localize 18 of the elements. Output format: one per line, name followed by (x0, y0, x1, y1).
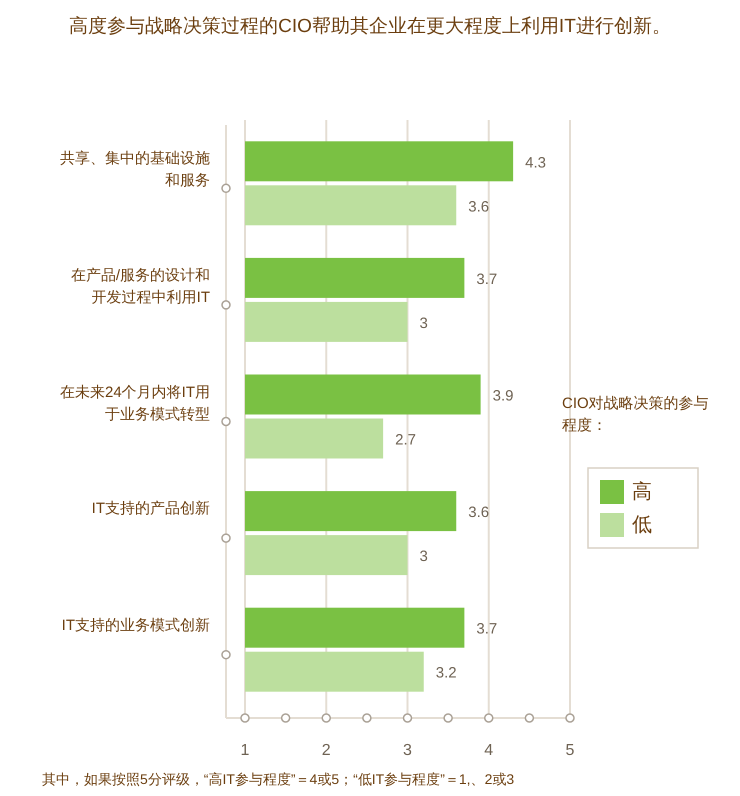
data-label: 3.7 (476, 620, 498, 638)
x-tick-label: 4 (484, 742, 494, 759)
data-label: 4.3 (525, 154, 546, 172)
data-label: 3 (420, 548, 428, 566)
x-tick-label: 2 (322, 742, 331, 759)
data-label: 2.7 (395, 432, 416, 448)
x-tick-label: 5 (566, 742, 575, 759)
x-tick-label: 1 (240, 742, 250, 759)
x-tick-label: 3 (403, 742, 412, 759)
annotation: 其中，如果按照5分评级，“高IT参与程度”＝4或5；“低IT参与程度”＝1,、2或3 (42, 770, 514, 789)
data-label: 3.7 (476, 270, 498, 288)
data-label: 3.6 (468, 504, 490, 522)
data-label: 3.6 (468, 198, 490, 216)
data-label: 3.2 (436, 664, 457, 682)
title: 高度参与战略决策过程的CIO帮助其企业在更大程度上利用IT进行创新。 (68, 15, 672, 39)
data-label: 3.9 (492, 388, 514, 404)
data-label: 3 (420, 314, 428, 332)
legend-title: CIO对战略决策的参与程度： (562, 394, 710, 436)
